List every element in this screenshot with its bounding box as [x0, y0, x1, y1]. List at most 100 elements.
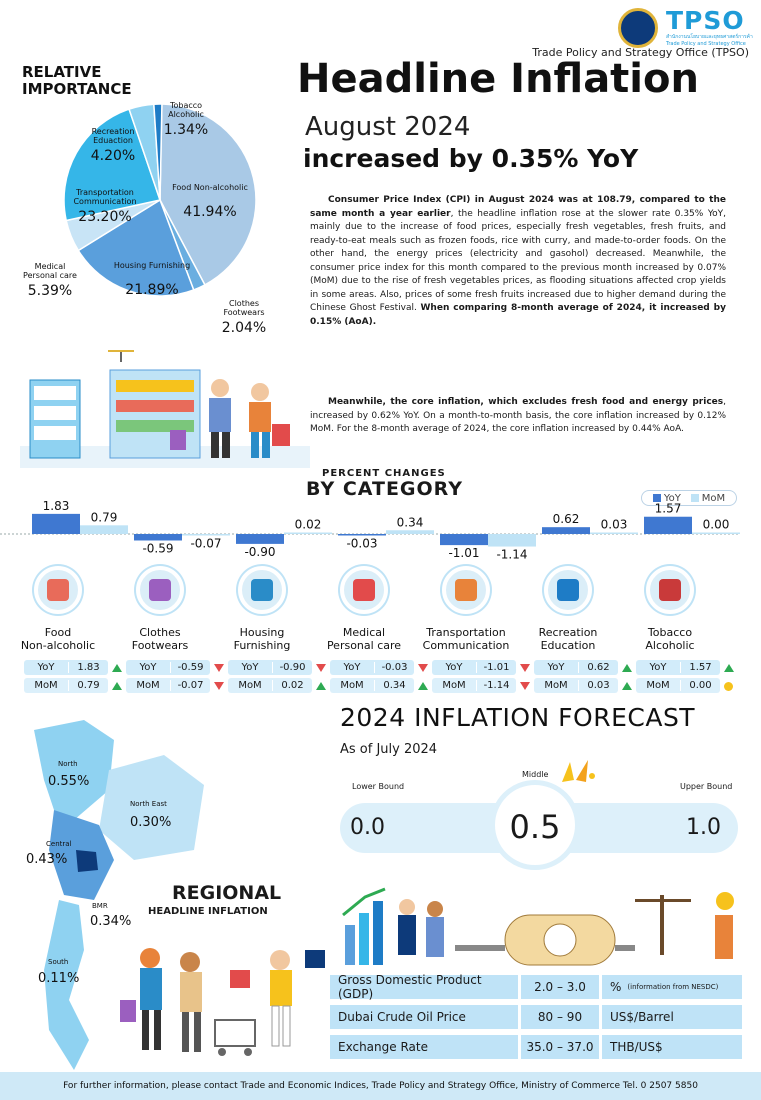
- category-yoy-label-0: YoY: [37, 662, 55, 673]
- assumption-name-2: Exchange Rate: [330, 1035, 518, 1059]
- bar-yoy-2: [236, 534, 284, 544]
- category-yoy-label-1: YoY: [139, 662, 157, 673]
- region-north-shape: [34, 720, 114, 820]
- category-yoy-value-4: -1.01: [476, 662, 516, 673]
- category-name-line2-1: Footwears: [131, 638, 189, 652]
- assumption-note-0: (information from NESDC): [627, 983, 719, 991]
- category-yoy-row-6: YoY 1.57: [636, 660, 720, 675]
- region-central-label: Central: [46, 840, 72, 848]
- pie-label-4: Transportation Communication: [73, 188, 137, 206]
- bar-label-yoy-4: -1.01: [448, 546, 479, 560]
- assumption-unit-cell-1: US$/Barrel: [602, 1005, 742, 1029]
- region-bmr-shape: [76, 850, 98, 872]
- bar-mom-0: [80, 525, 128, 534]
- category-mom-value-4: -1.14: [476, 680, 516, 691]
- bar-label-mom-2: 0.02: [295, 518, 322, 532]
- category-name-line2-5: Education: [540, 638, 596, 652]
- category-yoy-row-1: YoY -0.59: [126, 660, 210, 675]
- legend-mom: MoM: [690, 492, 726, 504]
- category-mom-row-5: MoM 0.03: [534, 678, 618, 693]
- summary-p1-text: , the headline inflation rose at the slo…: [310, 208, 726, 314]
- pie-label-1: Clothes Footwears: [223, 299, 265, 317]
- region-south-label: South: [48, 958, 69, 966]
- assumption-unit-2: THB/US$: [610, 1040, 663, 1054]
- period-label: August 2024: [305, 112, 471, 142]
- forecast-lower-label: Lower Bound: [352, 782, 405, 791]
- legend-yoy-swatch: [652, 493, 661, 502]
- category-yoy-row-2: YoY -0.90: [228, 660, 312, 675]
- bar-yoy-4: [440, 534, 488, 546]
- bar-legend: YoY MoM: [641, 490, 737, 506]
- bar-label-yoy-3: -0.03: [346, 537, 377, 551]
- grocery-shop-illustration: [20, 350, 310, 468]
- bar-label-yoy-0: 1.83: [43, 499, 70, 513]
- assumption-range-2: 35.0 – 37.0: [521, 1035, 599, 1059]
- footer-contact: For further information, please contact …: [0, 1072, 761, 1100]
- category-mom-up-arrow-icon-5: [622, 682, 632, 690]
- category-mom-up-arrow-icon-2: [316, 682, 326, 690]
- category-icon-glyph-1: [149, 579, 171, 601]
- legend-yoy-label: YoY: [663, 492, 681, 504]
- sparkle-icon: [562, 760, 595, 782]
- category-mom-neutral-dot-icon-6: [724, 682, 733, 691]
- assumption-unit-0: %: [610, 980, 622, 994]
- category-icon-3: [340, 566, 388, 614]
- region-bmr-label: BMR: [92, 902, 108, 910]
- category-mom-value-0: 0.79: [68, 680, 108, 691]
- category-icon-0: [34, 566, 82, 614]
- summary-paragraph-1: Consumer Price Index (CPI) in August 202…: [310, 194, 726, 329]
- category-yoy-up-arrow-icon-6: [724, 664, 734, 672]
- pie-value-1: 2.04%: [221, 320, 267, 336]
- category-icon-glyph-0: [47, 579, 69, 601]
- pie-slice-4: [63, 108, 161, 222]
- category-mom-value-5: 0.03: [578, 680, 618, 691]
- summary-p2-bold: Meanwhile, the core inflation, which exc…: [328, 397, 724, 407]
- category-mom-up-arrow-icon-0: [112, 682, 122, 690]
- category-mom-down-arrow-icon-1: [214, 682, 224, 690]
- bar-yoy-0: [32, 513, 80, 534]
- bar-label-yoy-5: 0.62: [553, 512, 580, 526]
- pie-slice-0: [159, 103, 257, 286]
- category-name-line1-1: Clothes: [139, 626, 181, 639]
- regional-subtitle: HEADLINE INFLATION: [148, 906, 268, 917]
- pie-label-5: Recreation Eduaction: [91, 127, 135, 145]
- category-mom-up-arrow-icon-3: [418, 682, 428, 690]
- forecast-title: 2024 INFLATION FORECAST: [340, 703, 696, 732]
- legend-mom-label: MoM: [701, 492, 726, 504]
- region-northeast-label: North East: [130, 800, 167, 808]
- region-south-shape: [44, 900, 89, 1070]
- pie-value-6: 1.34%: [163, 122, 209, 138]
- category-mom-row-6: MoM 0.00: [636, 678, 720, 693]
- pie-label-0: Food Non-alcoholic: [172, 183, 248, 192]
- category-yoy-value-6: 1.57: [680, 662, 720, 673]
- category-yoy-row-3: YoY -0.03: [330, 660, 414, 675]
- category-mom-label-0: MoM: [34, 680, 58, 691]
- category-name-line1-4: Transportation: [426, 626, 506, 639]
- assumption-name-0: Gross Domestic Product (GDP): [330, 973, 518, 1001]
- tpso-logo-subtext: สำนักงานนโยบายและยุทธศาสตร์การค้า Trade …: [666, 34, 753, 47]
- forecast-upper-label: Upper Bound: [680, 782, 733, 791]
- category-yoy-value-5: 0.62: [578, 662, 618, 673]
- bar-mom-3: [386, 530, 434, 534]
- bar-label-mom-6: 0.00: [703, 518, 730, 532]
- pie-value-0: 41.94%: [183, 204, 237, 220]
- category-name-6: Tobacco Alcoholic: [620, 626, 720, 652]
- category-yoy-label-5: YoY: [547, 662, 565, 673]
- bar-yoy-5: [542, 527, 590, 534]
- bar-label-mom-4: -1.14: [496, 548, 527, 562]
- bar-label-mom-0: 0.79: [91, 510, 118, 524]
- category-mom-value-6: 0.00: [680, 680, 720, 691]
- pie-title: RELATIVE IMPORTANCE: [22, 63, 132, 99]
- category-name-line1-5: Recreation: [538, 626, 598, 639]
- regional-title: REGIONAL: [172, 882, 282, 904]
- forecast-as-of: As of July 2024: [340, 742, 438, 757]
- category-icon-1: [136, 566, 184, 614]
- pie-label-2: Housing Furnishing: [113, 261, 191, 270]
- forecast-middle-bubble: [490, 780, 580, 870]
- summary-p2-text: , increased by 0.62% YoY. On a month-to-…: [310, 397, 726, 434]
- category-mom-row-0: MoM 0.79: [24, 678, 108, 693]
- assumption-unit-cell-0: % (information from NESDC): [602, 975, 742, 999]
- ministry-seal-logo: [618, 8, 658, 48]
- category-yoy-up-arrow-icon-5: [622, 664, 632, 672]
- category-mom-label-6: MoM: [646, 680, 670, 691]
